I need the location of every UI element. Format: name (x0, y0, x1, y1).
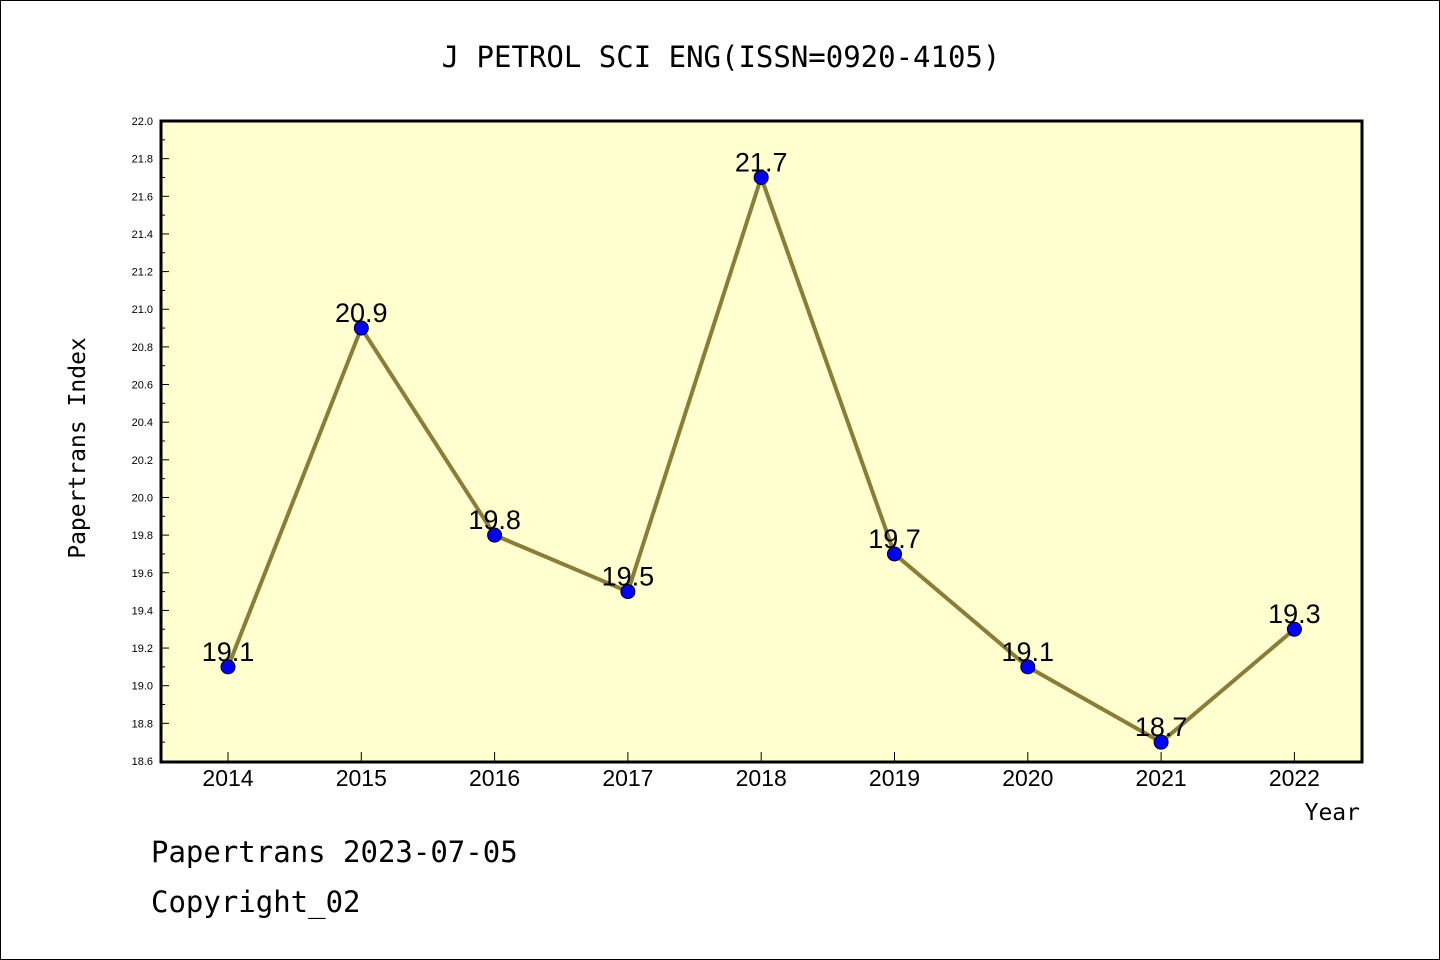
data-point-marker (1153, 734, 1169, 750)
y-axis-label: Papertrans Index (65, 337, 91, 559)
y-tick-label: 18.6 (132, 756, 153, 768)
data-label: 21.7 (735, 147, 788, 177)
x-axis: 2014 2015 2016 2017 2018 2019 2020 2021 2022 (202, 752, 1320, 791)
y-tick-label: 19.4 (132, 605, 153, 617)
footer-date: Papertrans 2023-07-05 (151, 835, 518, 869)
data-label: 19.5 (602, 562, 655, 592)
data-label: 20.9 (335, 298, 388, 328)
data-point-marker (487, 527, 503, 543)
x-tick-label: 2018 (736, 765, 787, 791)
x-tick-label: 2022 (1269, 765, 1320, 791)
y-tick-label: 20.8 (132, 342, 153, 354)
x-tick-label: 2017 (602, 765, 653, 791)
plot-area (159, 119, 1364, 764)
y-tick-label: 19.0 (132, 681, 153, 693)
data-point-marker (353, 320, 369, 336)
data-point-marker (753, 169, 769, 185)
x-tick-label: 2020 (1002, 765, 1053, 791)
x-tick-label: 2019 (869, 765, 920, 791)
y-tick-label: 19.6 (132, 568, 153, 580)
x-tick-label: 2016 (469, 765, 520, 791)
y-tick-label: 19.2 (132, 643, 153, 655)
x-axis-label: Year (1305, 800, 1360, 826)
y-tick-label: 20.0 (132, 492, 153, 504)
y-tick-label: 21.0 (132, 304, 153, 316)
data-point-marker (1020, 659, 1036, 675)
y-tick-label: 20.4 (132, 417, 153, 429)
data-label: 19.3 (1268, 599, 1321, 629)
data-label: 19.8 (468, 505, 521, 535)
data-point-marker (620, 584, 636, 600)
y-tick-label: 22.0 (132, 116, 153, 128)
y-tick-label: 19.8 (132, 530, 153, 542)
data-label: 18.7 (1135, 712, 1188, 742)
footer-copyright: Copyright_02 (151, 885, 361, 919)
x-tick-label: 2014 (202, 765, 253, 791)
chart-title: J PETROL SCI ENG(ISSN=0920-4105) (442, 40, 1001, 74)
data-point-marker (1286, 621, 1302, 637)
y-tick-label: 21.2 (132, 267, 153, 279)
y-tick-label: 20.6 (132, 380, 153, 392)
data-point-marker (220, 659, 236, 675)
data-label: 19.1 (1002, 637, 1055, 667)
x-tick-label: 2015 (336, 765, 387, 791)
y-tick-label: 18.8 (132, 718, 153, 730)
data-point-marker (887, 546, 902, 562)
y-tick-label: 21.4 (132, 229, 153, 241)
data-label: 19.1 (202, 637, 255, 667)
data-series: 19.1 20.9 19.8 19.5 21.7 19.7 19.1 18.7 19.3 (202, 147, 1321, 750)
y-tick-label: 21.8 (132, 154, 153, 166)
y-tick-label: 21.6 (132, 191, 153, 203)
y-axis: 18.6 18.8 19.0 19.2 19.4 19.6 19.8 20.0 20.2 20.4… (132, 116, 169, 768)
y-tick-label: 20.2 (132, 455, 153, 467)
data-label: 19.7 (868, 524, 921, 554)
x-tick-label: 2021 (1136, 765, 1187, 791)
